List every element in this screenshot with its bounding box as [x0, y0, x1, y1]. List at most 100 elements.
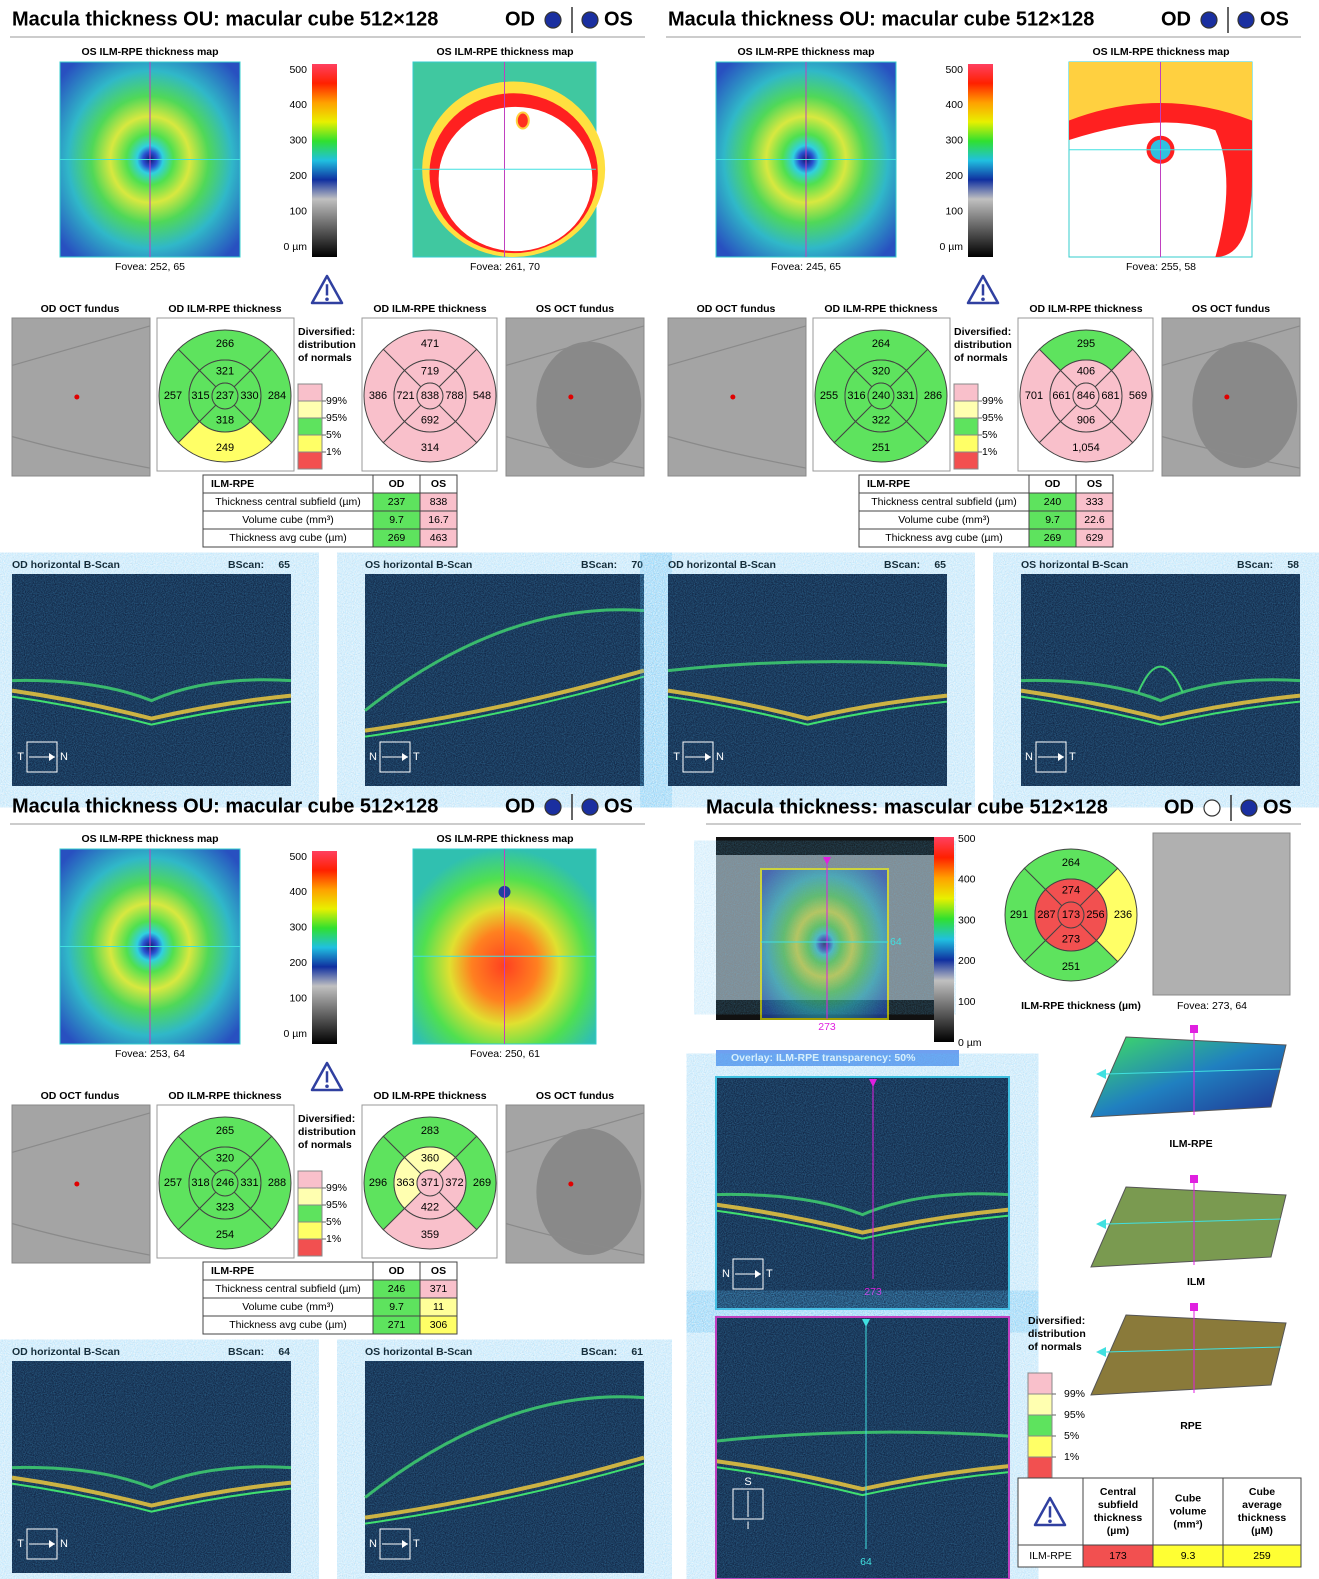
grid-value: 256 — [1086, 909, 1104, 921]
grid-value: 286 — [924, 390, 942, 402]
scale-label: 500 — [289, 851, 307, 863]
grid-value: 661 — [1052, 390, 1070, 402]
color-bar — [934, 837, 954, 1042]
bscan-layer — [715, 1192, 1010, 1217]
fundus-fovea — [74, 1181, 80, 1187]
surface-3d — [1090, 1186, 1287, 1268]
orientation-box — [732, 1258, 764, 1290]
scale-label: 100 — [289, 992, 307, 1004]
bscan-layer — [667, 660, 948, 673]
table-header: (mm³) — [1173, 1518, 1202, 1530]
table-value: 269 — [1044, 532, 1062, 544]
grid-value: 296 — [369, 1177, 387, 1189]
surface-marker — [1190, 1303, 1198, 1311]
bscan-layer — [364, 1462, 645, 1525]
bscan-label: BScan: — [581, 1346, 617, 1358]
surface-marker — [1096, 1219, 1106, 1229]
color-bar — [968, 64, 993, 257]
legend-label: 5% — [326, 1216, 341, 1228]
bscan-noise — [668, 574, 947, 786]
legend-swatch — [297, 1187, 323, 1206]
grid-value: 314 — [421, 442, 439, 454]
os-dot — [1240, 799, 1258, 817]
table-value: 371 — [430, 1283, 448, 1295]
table-header: OD — [1045, 478, 1061, 490]
surface-marker — [1096, 1347, 1106, 1357]
orientation-head — [402, 1540, 408, 1548]
grid-value: 906 — [1077, 414, 1095, 426]
grid-value: 422 — [421, 1201, 439, 1213]
scale-label: 500 — [289, 64, 307, 76]
bscan-layer — [364, 668, 645, 733]
grid-value: 246 — [216, 1177, 234, 1189]
table-value: Thickness avg cube (µm) — [885, 532, 1003, 544]
bscan-label: BScan: — [1237, 559, 1273, 571]
bscan-layer — [364, 1395, 645, 1499]
fovea-label: Fovea: 250, 61 — [470, 1048, 540, 1060]
surface-label: ILM — [1187, 1276, 1205, 1288]
fundus-vessel — [505, 1112, 645, 1256]
orientation-label: T — [413, 751, 420, 763]
grid-value: 269 — [473, 1177, 491, 1189]
orientation-box — [26, 1528, 58, 1560]
grid-sector — [1023, 939, 1119, 982]
grid-value: 360 — [421, 1152, 439, 1164]
table-cell — [1152, 1477, 1224, 1546]
os-label: OS — [604, 795, 633, 817]
table-header: Cube — [1249, 1486, 1275, 1498]
bscan-label: BScan: — [228, 559, 264, 571]
table-value: 838 — [430, 496, 448, 508]
orientation-box — [732, 1488, 764, 1520]
section-label: OD ILM-RPE thickness — [168, 1090, 281, 1102]
legend-swatch — [297, 434, 323, 453]
table-header: ILM-RPE — [211, 478, 254, 490]
grid-value: 240 — [872, 390, 890, 402]
fovea-label: Fovea: 273, 64 — [1177, 1000, 1247, 1012]
grid-value: 284 — [268, 390, 286, 402]
table-cell — [1082, 1477, 1154, 1546]
scale-label: 200 — [289, 957, 307, 969]
orientation-box — [379, 741, 411, 773]
bscan-title: OS horizontal B-Scan — [365, 559, 472, 571]
panel-title: Macula thickness: mascular cube 512×128 — [706, 796, 1108, 818]
table-value: 16.7 — [428, 514, 449, 526]
bscan-title: OD horizontal B-Scan — [12, 559, 120, 571]
bscan-layer — [11, 688, 292, 721]
grid-value: 371 — [421, 1177, 439, 1189]
section-label: OD ILM-RPE thickness — [373, 1090, 486, 1102]
fovea-label: Fovea: 245, 65 — [771, 261, 841, 273]
legend-swatch — [297, 383, 323, 402]
scale-label: 400 — [945, 99, 963, 111]
od-label: OD — [505, 8, 535, 30]
legend-swatch — [1027, 1435, 1053, 1458]
fovea-label: Fovea: 252, 65 — [115, 261, 185, 273]
scale-label: 200 — [289, 170, 307, 182]
color-bar — [312, 64, 337, 257]
table-header: OS — [1087, 478, 1102, 490]
scale-label: 500 — [958, 833, 976, 845]
os-dot — [581, 798, 599, 816]
bscan-layer — [364, 608, 645, 712]
bscan-layer — [715, 1459, 1010, 1492]
orientation-label: S — [744, 1476, 751, 1488]
bscan-layer — [715, 1430, 1010, 1443]
grid-value: 315 — [191, 390, 209, 402]
scale-label: 400 — [289, 886, 307, 898]
grid-value: 569 — [1129, 390, 1147, 402]
table-value: Thickness central subfield (µm) — [871, 496, 1017, 508]
grid-value: 386 — [369, 390, 387, 402]
grid-value: 265 — [216, 1125, 234, 1137]
section-label: OD ILM-RPE thickness — [373, 303, 486, 315]
section-label: OD OCT fundus — [697, 303, 776, 315]
legend-title: distribution — [298, 1126, 356, 1138]
table-cell — [1075, 528, 1114, 548]
scale-label: 400 — [958, 874, 976, 886]
table-header: subfield — [1098, 1499, 1138, 1511]
overlay-label: 273 — [818, 1021, 836, 1033]
table-value: 629 — [1086, 532, 1104, 544]
grid-value: 236 — [1114, 909, 1132, 921]
grid-value: 846 — [1077, 390, 1095, 402]
table-header: (µM) — [1251, 1525, 1273, 1537]
orientation-box — [682, 741, 714, 773]
